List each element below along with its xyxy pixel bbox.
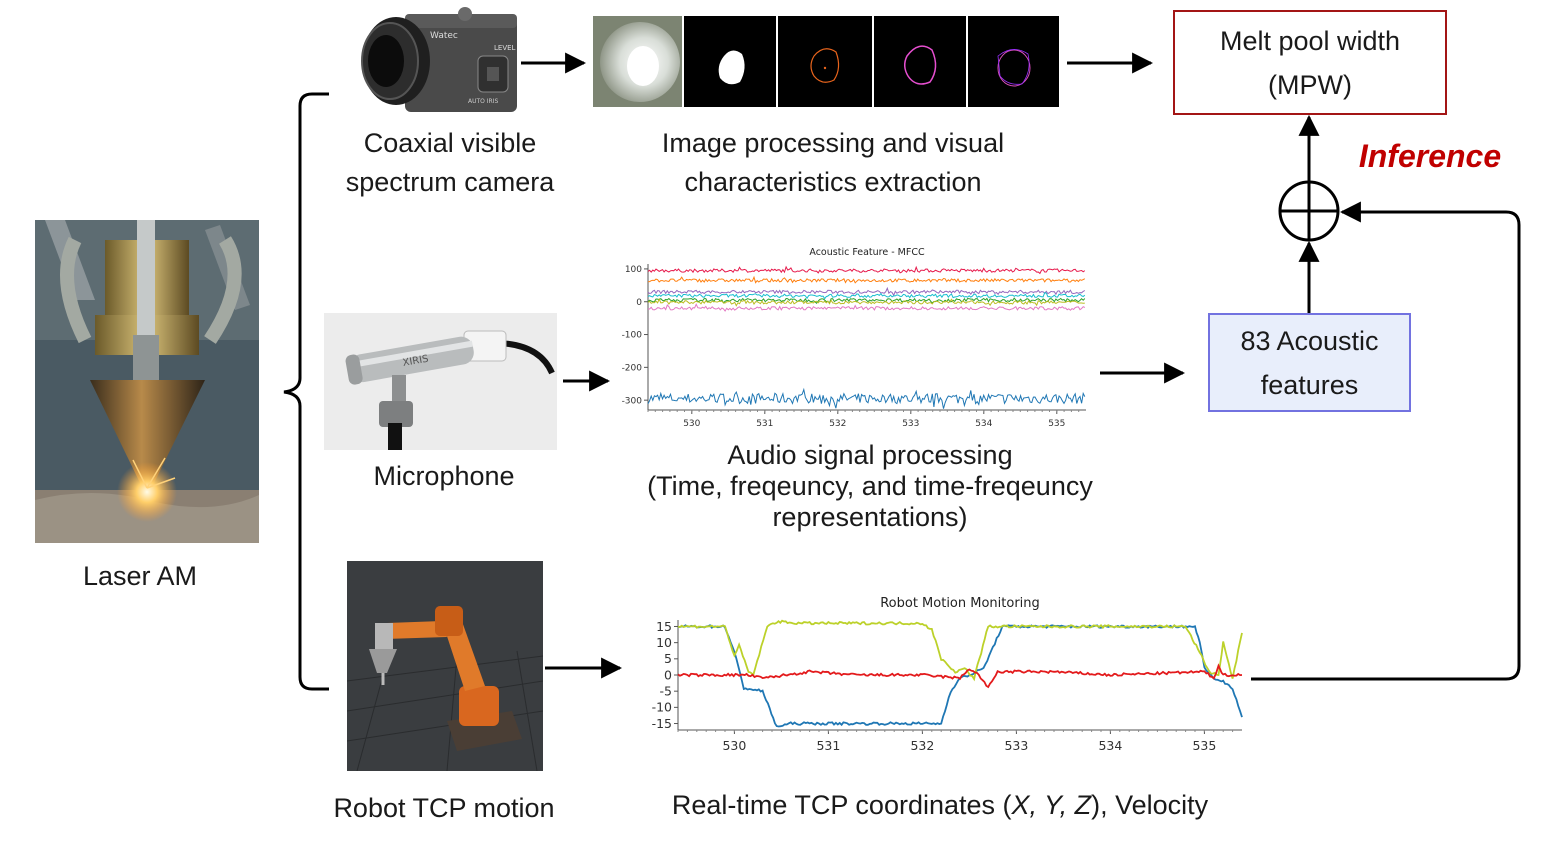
y-tick-label: 0 <box>636 298 642 308</box>
x-tick-label: 534 <box>975 419 992 429</box>
label-audio-line3: representations) <box>600 502 1140 533</box>
ellipse-fit-image <box>968 16 1059 107</box>
label-robot-tcp: Robot TCP motion <box>315 789 573 828</box>
chart-title: Acoustic Feature - MFCC <box>809 247 925 258</box>
x-tick-label: 530 <box>722 738 746 753</box>
y-tick-label: 100 <box>625 265 642 275</box>
camera-brand-text: Watec <box>430 31 458 41</box>
robot-render <box>347 561 543 771</box>
series-line-mfcc-2 <box>648 267 1085 274</box>
output-line2: (MPW) <box>1268 63 1352 107</box>
label-camera-line1: Coaxial visible <box>325 124 575 163</box>
chart-title: Robot Motion Monitoring <box>880 596 1040 611</box>
mfcc-chart: Acoustic Feature - MFCC 530 531 532 533 534 53… <box>608 242 1093 437</box>
y-tick-label: -5 <box>660 684 672 699</box>
image-processing-strip <box>593 16 1059 107</box>
x-tick-label: 532 <box>829 419 846 429</box>
y-tick-label: 15 <box>656 619 672 634</box>
y-tick-label: -100 <box>622 331 643 341</box>
label-image-processing: Image processing and visual characterist… <box>600 124 1066 202</box>
y-tick-label: -200 <box>622 363 643 373</box>
camera-auto-text: AUTO IRIS <box>468 98 498 105</box>
tcp-caption-suffix: ), Velocity <box>1091 790 1208 820</box>
y-tick-label: -300 <box>622 396 643 406</box>
laser-am-photo <box>35 220 259 543</box>
x-tick-label: 533 <box>1004 738 1028 753</box>
y-tick-label: -15 <box>652 716 672 731</box>
acoustic-line1: 83 Acoustic <box>1240 319 1378 363</box>
camera-photo: Watec LEVEL AUTO IRIS <box>360 6 520 116</box>
x-tick-label: 534 <box>1098 738 1122 753</box>
x-tick-label: 530 <box>683 419 700 429</box>
tcp-caption-prefix: Real-time TCP coordinates ( <box>672 790 1012 820</box>
series-line-mfcc-8 <box>648 304 1085 311</box>
microphone-photo: XIRIS <box>324 313 557 450</box>
contour-image <box>778 16 872 107</box>
output-line1: Melt pool width <box>1220 19 1400 63</box>
arrow-tcp-to-fusion <box>1251 212 1519 679</box>
x-tick-label: 535 <box>1192 738 1216 753</box>
x-tick-label: 532 <box>910 738 934 753</box>
binary-mask-image <box>684 16 776 107</box>
robot-motion-chart: Robot Motion Monitoring 530 531 532 533 534 53… <box>630 590 1250 786</box>
label-audio-line1: Audio signal processing <box>600 440 1140 471</box>
label-image-processing-line2: characteristics extraction <box>600 163 1066 202</box>
label-laser-am: Laser AM <box>35 557 245 596</box>
y-tick-label: -10 <box>652 700 672 715</box>
series-line-mfcc-4 <box>648 288 1085 295</box>
x-tick-label: 535 <box>1048 419 1065 429</box>
left-brace <box>284 94 329 689</box>
camera-level-text: LEVEL <box>494 44 516 52</box>
series-line-mfcc-5 <box>648 293 1085 299</box>
raw-melt-pool-image <box>593 16 682 107</box>
y-tick-label: 0 <box>664 667 672 682</box>
label-audio-line2: (Time, freqeuncy, and time-freqeuncy <box>600 471 1140 502</box>
fusion-operator-icon <box>1280 182 1338 240</box>
label-camera: Coaxial visible spectrum camera <box>325 124 575 202</box>
tcp-caption-vars: X, Y, Z <box>1012 790 1092 820</box>
series-line-tcp-y <box>678 621 1242 679</box>
x-tick-label: 531 <box>756 419 773 429</box>
series-line-mfcc-1 <box>648 390 1085 409</box>
label-audio-processing: Audio signal processing (Time, freqeuncy… <box>600 440 1140 533</box>
label-image-processing-line1: Image processing and visual <box>600 124 1066 163</box>
label-tcp-coordinates: Real-time TCP coordinates (X, Y, Z), Vel… <box>620 786 1260 825</box>
y-tick-label: 10 <box>656 635 672 650</box>
x-tick-label: 533 <box>902 419 919 429</box>
series-line-mfcc-3 <box>648 277 1085 283</box>
output-melt-pool-width: Melt pool width (MPW) <box>1173 10 1447 115</box>
fitted-boundary-image <box>874 16 966 107</box>
acoustic-line2: features <box>1261 363 1359 407</box>
acoustic-features-box: 83 Acoustic features <box>1208 313 1411 412</box>
label-microphone: Microphone <box>330 457 558 496</box>
label-camera-line2: spectrum camera <box>325 163 575 202</box>
y-tick-label: 5 <box>664 651 672 666</box>
inference-label: Inference <box>1340 138 1520 175</box>
x-tick-label: 531 <box>816 738 840 753</box>
